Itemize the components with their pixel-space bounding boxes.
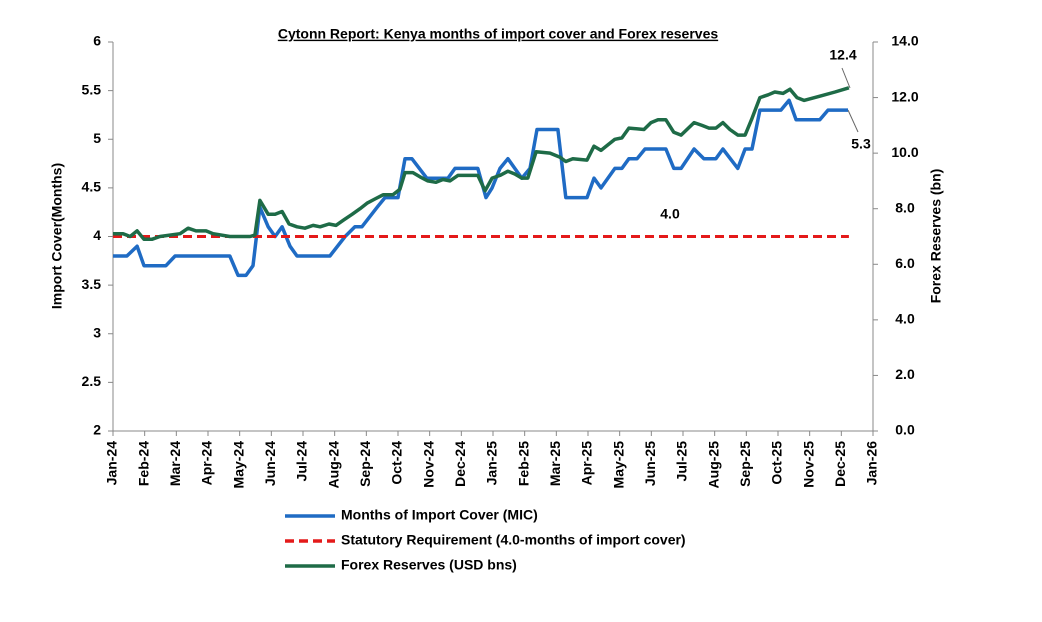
x-tick-label: Jul-24 <box>294 441 310 482</box>
x-tick-label: Aug-25 <box>705 441 721 489</box>
leader-line <box>847 109 859 133</box>
y-tick-label: 2 <box>93 422 101 438</box>
x-tick-label: Nov-25 <box>800 441 816 488</box>
y2-tick-label: 14.0 <box>891 33 918 49</box>
x-tick-label: Mar-25 <box>547 441 563 486</box>
y-tick-label: 3 <box>93 324 101 340</box>
x-tick-label: Sep-25 <box>737 441 753 487</box>
annotation: 5.3 <box>851 136 871 152</box>
legend-label: Months of Import Cover (MIC) <box>341 507 538 523</box>
x-tick-label: May-24 <box>230 441 246 489</box>
x-tick-label: Mar-24 <box>167 441 183 486</box>
x-tick-label: Sep-24 <box>357 441 373 487</box>
y-tick-label: 4 <box>93 227 101 243</box>
x-tick-label: Feb-25 <box>515 441 531 486</box>
y2-tick-label: 4.0 <box>895 311 915 327</box>
legend-label: Forex Reserves (USD bns) <box>341 557 517 573</box>
x-tick-label: Oct-25 <box>769 441 785 485</box>
x-tick-label: May-25 <box>610 441 626 489</box>
y2-tick-label: 6.0 <box>895 255 915 271</box>
series-line <box>113 98 848 278</box>
y-tick-label: 3.5 <box>82 276 102 292</box>
y2-tick-label: 10.0 <box>891 144 918 160</box>
y-tick-label: 4.5 <box>82 179 102 195</box>
x-tick-label: Nov-24 <box>420 441 436 488</box>
x-tick-label: Apr-25 <box>579 441 595 486</box>
y-tick-label: 2.5 <box>82 373 102 389</box>
annotation: 4.0 <box>660 206 680 222</box>
x-tick-label: Jan-24 <box>104 441 120 486</box>
x-tick-label: Dec-25 <box>832 441 848 487</box>
y2-tick-label: 12.0 <box>891 88 918 104</box>
y2-axis-label: Forex Reserves (bn) <box>928 169 944 304</box>
x-tick-label: Jan-25 <box>484 441 500 486</box>
y2-tick-label: 0.0 <box>895 422 915 438</box>
annotation: 12.4 <box>829 47 856 63</box>
x-tick-label: Feb-24 <box>135 441 151 486</box>
x-tick-label: Aug-24 <box>325 441 341 489</box>
x-tick-label: Apr-24 <box>199 441 215 486</box>
x-tick-label: Jan-26 <box>864 441 880 486</box>
x-tick-label: Jul-25 <box>674 441 690 482</box>
leader-line <box>841 67 851 89</box>
x-tick-label: Oct-24 <box>389 441 405 485</box>
y-tick-label: 5.5 <box>82 81 102 97</box>
y-tick-label: 5 <box>93 130 101 146</box>
legend-label: Statutory Requirement (4.0-months of imp… <box>341 532 686 548</box>
x-tick-label: Dec-24 <box>452 441 468 487</box>
y-axis-label: Import Cover(Months) <box>49 163 65 309</box>
y2-tick-label: 2.0 <box>895 366 915 382</box>
x-tick-label: Jun-25 <box>642 441 658 486</box>
y-tick-label: 6 <box>93 33 101 49</box>
series-line <box>113 86 850 242</box>
x-tick-label: Jun-24 <box>262 441 278 486</box>
y2-tick-label: 8.0 <box>895 199 915 215</box>
chart-title: Cytonn Report: Kenya months of import co… <box>278 26 719 42</box>
